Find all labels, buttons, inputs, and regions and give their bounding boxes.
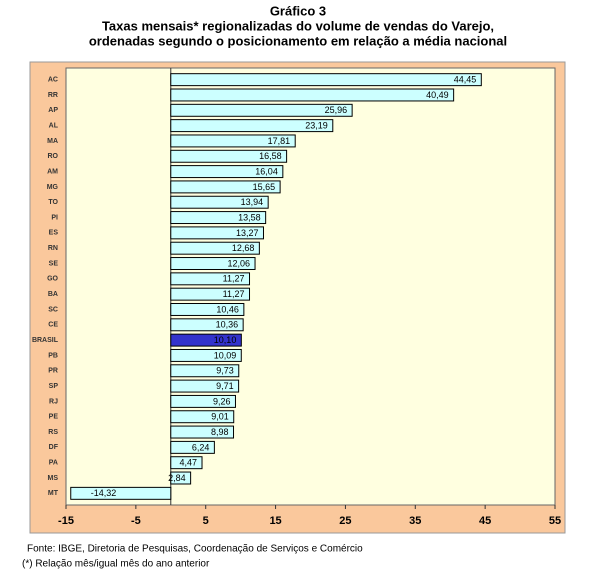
- y-tick-label: RJ: [49, 398, 58, 405]
- bar: [170, 211, 267, 225]
- y-tick-label: AM: [47, 168, 58, 175]
- bar: [170, 272, 251, 286]
- x-tick-label: 25: [339, 515, 351, 527]
- value-label: 10,09: [214, 350, 237, 360]
- value-label: 9,71: [216, 381, 234, 391]
- y-tick-label: PB: [48, 352, 58, 359]
- x-tick-label: 45: [479, 515, 491, 527]
- value-label: 16,58: [259, 151, 282, 161]
- value-label: 10,10: [214, 335, 237, 345]
- value-label: 8,98: [211, 427, 229, 437]
- y-tick-label: AP: [48, 107, 58, 114]
- value-label: 10,46: [216, 304, 239, 314]
- bar: [170, 257, 256, 270]
- bar: [170, 379, 240, 393]
- bar: [170, 456, 203, 470]
- y-tick-label: PR: [48, 368, 58, 375]
- x-tick-label: 55: [549, 515, 561, 527]
- y-tick-label: RR: [48, 92, 58, 99]
- bar: [170, 348, 242, 362]
- value-label: 11,27: [223, 289, 245, 299]
- y-tick-label: SP: [49, 383, 59, 390]
- value-label: 40,49: [426, 90, 449, 100]
- value-label: 9,73: [216, 366, 234, 376]
- value-label: 9,01: [211, 412, 229, 422]
- value-label: 23,19: [305, 121, 328, 131]
- bar: [170, 165, 284, 179]
- y-tick-label: PA: [49, 460, 58, 467]
- bar: [170, 88, 455, 102]
- bar: [170, 226, 264, 240]
- value-label: -14,32: [91, 488, 117, 498]
- x-tick-label: 5: [203, 515, 209, 527]
- value-label: 12,06: [228, 258, 251, 268]
- bar: [170, 425, 235, 439]
- y-tick-label: SE: [49, 260, 59, 267]
- chart-title: Gráfico 3: [270, 3, 326, 18]
- value-label: 6,24: [192, 442, 210, 452]
- y-tick-label: TO: [48, 199, 58, 206]
- x-tick-label: 35: [409, 515, 421, 527]
- y-tick-label: MT: [48, 490, 59, 497]
- bar: [170, 180, 281, 194]
- y-tick-label: GO: [47, 276, 58, 283]
- bar: [170, 318, 244, 332]
- y-tick-label: AC: [48, 77, 58, 84]
- plot-area: [65, 67, 556, 506]
- value-label: 2,84: [168, 473, 186, 483]
- x-tick-label: 15: [269, 515, 281, 527]
- y-tick-label: BRASIL: [32, 337, 59, 344]
- value-label: 10,36: [216, 320, 239, 330]
- bar: [170, 394, 236, 408]
- y-tick-label: DF: [49, 444, 59, 451]
- footnote: (*) Relação mês/igual mês do ano anterio…: [22, 559, 210, 570]
- value-label: 13,94: [241, 197, 264, 207]
- value-label: 16,04: [255, 166, 278, 176]
- y-tick-label: AL: [49, 122, 59, 129]
- bar: [170, 410, 235, 424]
- bar: [170, 119, 334, 133]
- value-label: 4,47: [179, 458, 197, 468]
- y-tick-label: RS: [48, 429, 58, 436]
- value-label: 12,68: [232, 243, 255, 253]
- bar: [170, 471, 192, 485]
- value-label: 13,27: [236, 228, 259, 238]
- y-tick-label: CE: [48, 322, 58, 329]
- bar: [170, 303, 245, 316]
- chart-subtitle: Taxas mensais* regionalizadas do volume …: [102, 18, 494, 33]
- y-tick-label: RN: [48, 245, 58, 252]
- bar: [70, 486, 172, 500]
- bar: [170, 364, 240, 378]
- value-label: 13,58: [238, 212, 261, 222]
- bar: [170, 134, 296, 148]
- y-tick-label: PE: [49, 414, 59, 421]
- y-tick-label: MA: [47, 138, 58, 145]
- value-label: 17,81: [268, 136, 291, 146]
- y-tick-label: BA: [48, 291, 58, 298]
- source-note: Fonte: IBGE, Diretoria de Pesquisas, Coo…: [27, 544, 363, 555]
- x-tick-label: -5: [131, 515, 141, 527]
- bar: [170, 149, 288, 163]
- bar: [170, 287, 251, 301]
- value-label: 15,65: [253, 182, 276, 192]
- bar: [170, 333, 242, 347]
- value-label: 9,26: [213, 396, 231, 406]
- bar: [170, 103, 353, 117]
- x-tick-label: -15: [58, 515, 74, 527]
- bar: [170, 440, 215, 454]
- y-tick-label: RO: [48, 153, 59, 160]
- y-tick-label: MS: [48, 475, 59, 482]
- bar: [170, 195, 269, 209]
- value-label: 25,96: [325, 105, 348, 115]
- bar: [170, 73, 482, 87]
- y-tick-label: SC: [48, 306, 58, 313]
- value-label: 44,45: [454, 75, 477, 85]
- y-tick-label: PI: [51, 214, 58, 221]
- y-tick-label: MG: [47, 184, 59, 191]
- y-tick-label: ES: [49, 230, 59, 237]
- value-label: 11,27: [223, 274, 245, 284]
- bar: [170, 241, 260, 255]
- chart-subtitle: ordenadas segundo o posicionamento em re…: [89, 33, 507, 48]
